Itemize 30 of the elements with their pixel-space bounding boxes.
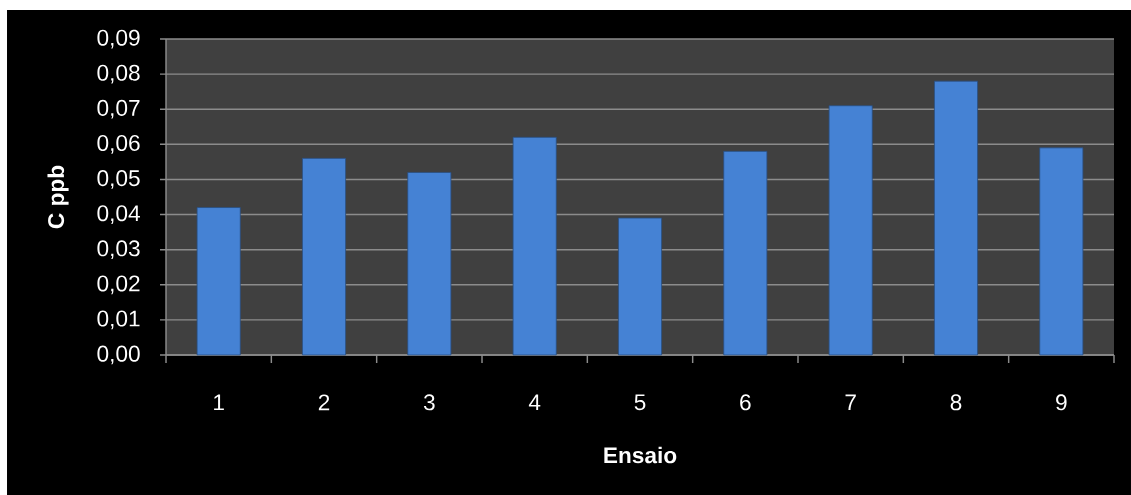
x-tick-label: 4: [528, 394, 541, 411]
bar: [196, 207, 241, 356]
bar: [828, 105, 873, 356]
y-tick-label: 0,02: [97, 275, 140, 295]
x-tick-label: 2: [318, 394, 330, 411]
y-tick-label: 0,07: [97, 99, 140, 119]
y-tick-label: 0,09: [97, 29, 140, 49]
bar: [407, 172, 452, 356]
y-tick-label: 0,06: [97, 134, 140, 154]
bar: [723, 150, 768, 356]
x-tick-label: 6: [740, 394, 751, 411]
bar: [934, 80, 978, 356]
x-tick-label: 9: [1056, 394, 1067, 411]
bar: [512, 136, 557, 356]
x-tick-label: 5: [634, 394, 646, 411]
bar: [1039, 147, 1084, 356]
y-tick-label: 0,08: [97, 64, 140, 84]
bar: [302, 157, 346, 356]
y-tick-label: 0,03: [97, 240, 140, 260]
x-tick-label: 8: [950, 394, 962, 411]
y-tick-label: 0,01: [97, 310, 140, 330]
x-tick-label: 7: [845, 394, 856, 411]
x-tick-label: 1: [214, 394, 224, 411]
x-tick-label: 3: [423, 394, 435, 411]
y-tick-label: 0,00: [97, 345, 140, 365]
y-tick-label: 0,04: [97, 205, 140, 224]
y-tick-label: 0,05: [97, 170, 140, 189]
bar: [618, 217, 662, 356]
x-axis-title: Ensaio: [604, 446, 677, 464]
y-axis-title: C ppb: [47, 165, 69, 229]
